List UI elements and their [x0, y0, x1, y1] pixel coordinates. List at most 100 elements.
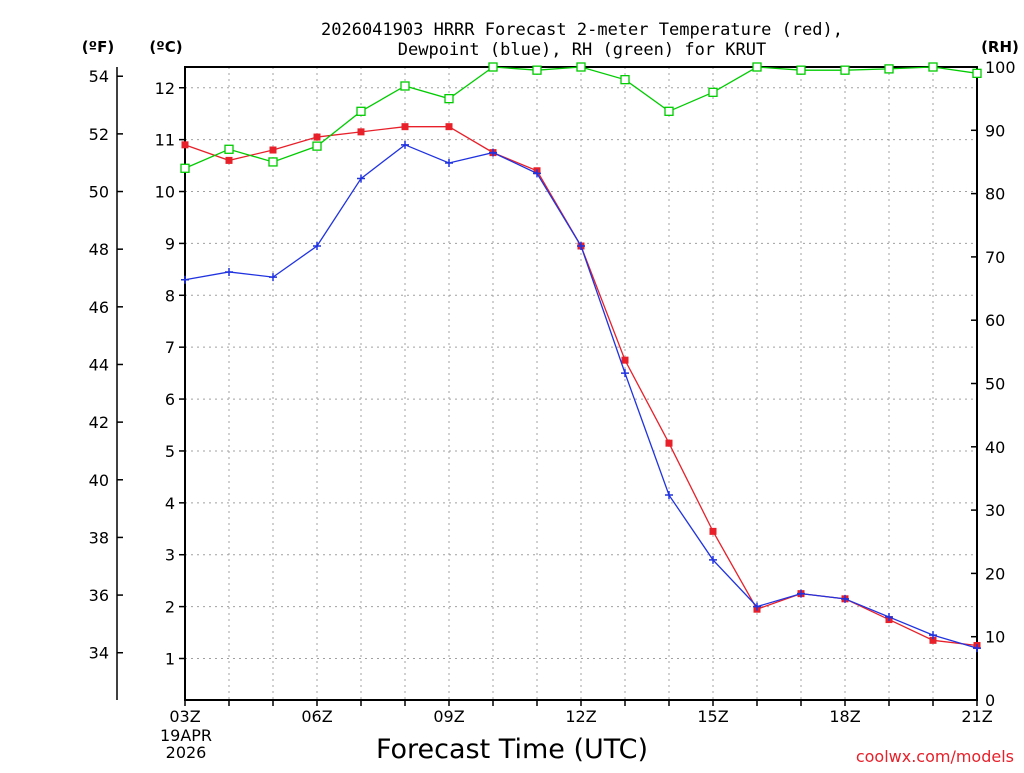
rh-point	[312, 141, 322, 151]
rh-tick-label: 80	[985, 185, 1005, 204]
dew-point	[313, 242, 321, 251]
dew-point	[665, 491, 673, 500]
dew-point	[533, 169, 541, 178]
time-tick-label: 21Z	[961, 707, 992, 726]
rh-point	[576, 62, 586, 72]
chart-title-line2: Dewpoint (blue), RH (green) for KRUT	[398, 40, 766, 60]
rh-point	[664, 106, 674, 116]
fahrenheit-tick-label: 36	[89, 586, 109, 605]
temp-point	[225, 156, 233, 164]
fahrenheit-tick-label: 52	[89, 125, 109, 144]
date-label-day: 19APR	[160, 726, 212, 745]
dew-point	[357, 174, 365, 183]
time-tick-label: 09Z	[433, 707, 464, 726]
x-axis-title: Forecast Time (UTC)	[376, 734, 648, 765]
time-tick-label: 15Z	[697, 707, 728, 726]
dew-point	[929, 631, 937, 640]
celsius-tick-label: 8	[165, 286, 175, 305]
dew-series	[181, 140, 981, 653]
rh-point	[928, 62, 938, 72]
dew-point	[753, 602, 761, 611]
celsius-tick-label: 10	[155, 183, 175, 202]
temp-point	[269, 146, 277, 154]
celsius-tick-label: 2	[165, 598, 175, 617]
data-series	[180, 62, 982, 653]
dew-point	[885, 612, 893, 621]
rh-tick-label: 30	[985, 501, 1005, 520]
celsius-tick-label: 11	[155, 131, 175, 150]
dew-point	[797, 589, 805, 598]
rh-tick-label: 90	[985, 121, 1005, 140]
rh-tick-label: 20	[985, 564, 1005, 583]
celsius-tick-label: 3	[165, 546, 175, 565]
rh-tick-label: 50	[985, 375, 1005, 394]
fahrenheit-tick-label: 48	[89, 240, 109, 259]
rh-series	[180, 62, 982, 173]
fahrenheit-tick-label: 42	[89, 413, 109, 432]
time-tick-label: 06Z	[301, 707, 332, 726]
temp-point	[313, 133, 321, 141]
rh-point	[620, 75, 630, 85]
temp-point	[445, 123, 453, 131]
rh-tick-label: 0	[985, 691, 995, 710]
celsius-tick-label: 9	[165, 234, 175, 253]
date-label-year: 2026	[166, 743, 207, 762]
rh-point	[884, 64, 894, 74]
temp-point	[621, 356, 629, 364]
temp-point	[181, 141, 189, 149]
rh-point	[972, 68, 982, 78]
rh-point	[840, 65, 850, 75]
rh-point	[752, 62, 762, 72]
temp-point	[357, 128, 365, 136]
dew-point	[181, 275, 189, 284]
celsius-tick-label: 6	[165, 390, 175, 409]
fahrenheit-tick-label: 54	[89, 67, 109, 86]
temp-point	[401, 123, 409, 131]
credit-label: coolwx.com/models	[856, 747, 1014, 766]
rh-point	[488, 62, 498, 72]
rh-point	[356, 106, 366, 116]
rh-tick-label: 10	[985, 628, 1005, 647]
fahrenheit-tick-label: 38	[89, 528, 109, 547]
dew-point	[709, 555, 717, 564]
rh-point	[708, 87, 718, 97]
rh-unit-label: (RH)	[981, 38, 1019, 56]
dew-point	[577, 242, 585, 251]
time-tick-label: 18Z	[829, 707, 860, 726]
fahrenheit-tick-label: 40	[89, 471, 109, 490]
celsius-tick-label: 1	[165, 649, 175, 668]
dew-point	[489, 148, 497, 157]
rh-tick-label: 70	[985, 248, 1005, 267]
celsius-tick-label: 4	[165, 494, 175, 513]
dew-point	[445, 158, 453, 167]
rh-tick-label: 40	[985, 438, 1005, 457]
fahrenheit-tick-label: 34	[89, 644, 109, 663]
time-tick-label: 03Z	[169, 707, 200, 726]
rh-point	[532, 65, 542, 75]
temp-point	[929, 636, 937, 644]
dew-point	[401, 140, 409, 149]
rh-tick-label: 60	[985, 311, 1005, 330]
dew-point	[841, 594, 849, 603]
dew-point	[973, 644, 981, 653]
rh-point	[224, 144, 234, 154]
rh-tick-label: 100	[985, 58, 1016, 77]
fahrenheit-tick-label: 44	[89, 355, 109, 374]
dew-point	[621, 369, 629, 378]
fahrenheit-unit-label: (ºF)	[82, 38, 114, 56]
dew-point	[269, 273, 277, 282]
celsius-tick-label: 12	[155, 79, 175, 98]
celsius-unit-label: (ºC)	[149, 38, 182, 56]
chart-title-line1: 2026041903 HRRR Forecast 2-meter Tempera…	[321, 20, 843, 40]
rh-point	[180, 163, 190, 173]
fahrenheit-tick-label: 46	[89, 298, 109, 317]
rh-point	[400, 81, 410, 91]
dew-point	[225, 267, 233, 276]
celsius-tick-label: 7	[165, 338, 175, 357]
temp-point	[665, 439, 673, 447]
temp-point	[709, 527, 717, 535]
fahrenheit-tick-label: 50	[89, 183, 109, 202]
time-tick-label: 12Z	[565, 707, 596, 726]
celsius-tick-label: 5	[165, 442, 175, 461]
